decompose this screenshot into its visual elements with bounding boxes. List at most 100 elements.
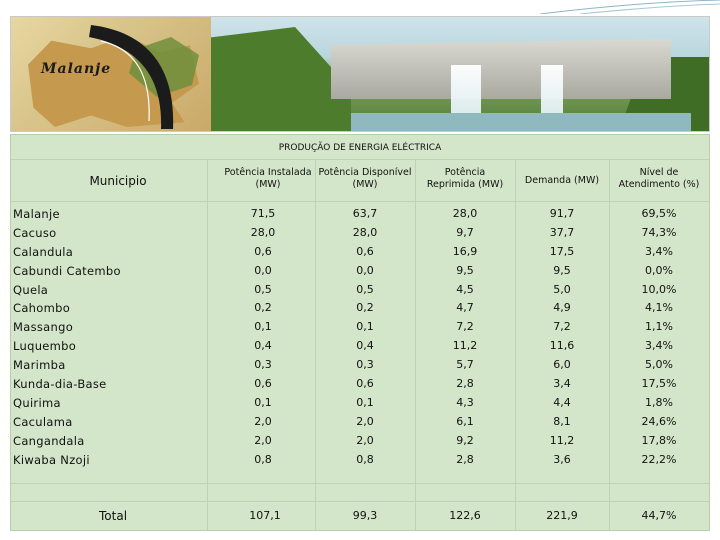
reprimida-cell: 6,1 xyxy=(456,414,474,428)
atendimento-cell: 1,1% xyxy=(645,320,673,334)
municipio-column: Malanje Cacuso Calandula Cabundi Catembo Que… xyxy=(13,205,203,469)
reprimida-cell: 2,8 xyxy=(456,452,474,466)
instalada-cell: 28,0 xyxy=(250,225,276,239)
instalada-cell: 0,4 xyxy=(254,339,272,353)
demanda-cell: 37,7 xyxy=(549,225,575,239)
municipio-cell: Calandula xyxy=(13,244,74,259)
reprimida-column: 28,0 9,7 16,9 9,5 4,5 4,7 7,2 11,2 5,7 2,8 4,3 6,1 9… xyxy=(415,205,515,469)
total-instalada: 107,1 xyxy=(249,509,281,522)
municipio-cell: Massango xyxy=(13,320,74,335)
instalada-cell: 2,0 xyxy=(254,433,272,447)
logo-text: Malanje xyxy=(41,61,112,77)
reprimida-cell: 9,2 xyxy=(456,433,474,447)
reprimida-cell: 9,5 xyxy=(456,263,474,277)
atendimento-cell: 24,6% xyxy=(641,414,677,428)
header-potencia-disponivel: Potência Disponível (MW) xyxy=(318,167,412,190)
antelope-horn-icon xyxy=(89,25,174,129)
atendimento-cell: 5,0% xyxy=(645,358,673,372)
demanda-cell: 3,6 xyxy=(553,452,571,466)
instalada-cell: 0,8 xyxy=(254,452,272,466)
demanda-cell: 3,4 xyxy=(553,377,571,391)
instalada-cell: 0,6 xyxy=(254,377,272,391)
demanda-column: 91,7 37,7 17,5 9,5 5,0 4,9 7,2 11,6 6,0 3,4 4,4 8,1… xyxy=(515,205,609,469)
disponivel-cell: 0,5 xyxy=(356,282,374,296)
disponivel-cell: 2,0 xyxy=(356,433,374,447)
disponivel-cell: 0,4 xyxy=(356,339,374,353)
municipio-cell: Luquembo xyxy=(13,339,77,354)
municipio-cell: Quirima xyxy=(13,395,61,410)
atendimento-cell: 10,0% xyxy=(641,282,677,296)
disponivel-cell: 28,0 xyxy=(352,225,378,239)
atendimento-cell: 69,5% xyxy=(641,207,677,220)
demanda-cell: 7,2 xyxy=(553,320,571,334)
reprimida-cell: 4,7 xyxy=(456,301,474,315)
municipio-cell: Caculama xyxy=(13,414,73,429)
demanda-cell: 91,7 xyxy=(549,207,575,220)
municipio-cell: Cahombo xyxy=(13,301,71,316)
disponivel-cell: 0,8 xyxy=(356,452,374,466)
atendimento-cell: 3,4% xyxy=(645,244,673,258)
municipio-cell: Malanje xyxy=(13,207,60,221)
total-disponivel: 99,3 xyxy=(352,509,378,522)
total-demanda: 221,9 xyxy=(546,509,578,522)
instalada-cell: 0,0 xyxy=(254,263,272,277)
demanda-cell: 11,6 xyxy=(549,339,575,353)
instalada-column: 71,5 28,0 0,6 0,0 0,5 0,2 0,1 0,4 0,3 0,6 0,1 2,0 2,… xyxy=(213,205,313,469)
atendimento-cell: 4,1% xyxy=(645,301,673,315)
atendimento-cell: 17,5% xyxy=(641,377,677,391)
atendimento-cell: 3,4% xyxy=(645,339,673,353)
municipio-cell: Cabundi Catembo xyxy=(13,263,121,278)
atendimento-cell: 74,3% xyxy=(641,225,677,239)
energy-table: PRODUÇÃO DE ENERGIA ELÉCTRICA Municipio … xyxy=(10,134,710,531)
reprimida-cell: 7,2 xyxy=(456,320,474,334)
disponivel-cell: 0,1 xyxy=(356,320,374,334)
reprimida-cell: 5,7 xyxy=(456,358,474,372)
instalada-cell: 0,1 xyxy=(254,320,272,334)
municipio-cell: Kunda-dia-Base xyxy=(13,377,107,392)
total-atendimento: 44,7% xyxy=(641,509,677,522)
municipio-cell: Quela xyxy=(13,282,49,297)
header-banner: Malanje xyxy=(10,16,710,132)
total-reprimida: 122,6 xyxy=(449,509,481,522)
total-label: Total xyxy=(99,509,128,523)
table-title: PRODUÇÃO DE ENERGIA ELÉCTRICA xyxy=(278,143,442,153)
instalada-cell: 0,2 xyxy=(254,301,272,315)
atendimento-column: 69,5% 74,3% 3,4% 0,0% 10,0% 4,1% 1,1% 3,4% 5,0% 1… xyxy=(609,205,709,469)
demanda-cell: 5,0 xyxy=(553,282,571,296)
atendimento-cell: 22,2% xyxy=(641,452,677,466)
disponivel-cell: 2,0 xyxy=(356,414,374,428)
demanda-cell: 9,5 xyxy=(553,263,571,277)
malanje-map-image: Malanje xyxy=(11,17,211,131)
demanda-cell: 8,1 xyxy=(553,414,571,428)
disponivel-cell: 0,3 xyxy=(356,358,374,372)
municipio-cell: Kiwaba Nzoji xyxy=(13,452,90,467)
header-potencia-instalada: Potência Instalada (MW) xyxy=(224,167,312,190)
reprimida-cell: 11,2 xyxy=(452,339,478,353)
atendimento-cell: 17,8% xyxy=(641,433,677,447)
reprimida-cell: 16,9 xyxy=(452,244,478,258)
instalada-cell: 0,1 xyxy=(254,395,272,409)
disponivel-cell: 0,0 xyxy=(356,263,374,277)
disponivel-column: 63,7 28,0 0,6 0,0 0,5 0,2 0,1 0,4 0,3 0,6 0,1 2,0 2,… xyxy=(315,205,415,469)
municipio-cell: Cacuso xyxy=(13,225,57,240)
demanda-cell: 11,2 xyxy=(549,433,575,447)
disponivel-cell: 0,6 xyxy=(356,244,374,258)
demanda-cell: 17,5 xyxy=(549,244,575,258)
disponivel-cell: 0,2 xyxy=(356,301,374,315)
decorative-lines xyxy=(539,0,720,14)
instalada-cell: 0,6 xyxy=(254,244,272,258)
dam-photo xyxy=(211,17,709,131)
instalada-cell: 0,5 xyxy=(254,282,272,296)
header-municipio: Municipio xyxy=(89,174,147,188)
reprimida-cell: 4,3 xyxy=(456,395,474,409)
header-potencia-reprimida: Potência Reprimida (MW) xyxy=(426,167,504,190)
atendimento-cell: 1,8% xyxy=(645,395,673,409)
reprimida-cell: 28,0 xyxy=(452,207,478,220)
municipio-cell: Marimba xyxy=(13,358,66,373)
reprimida-cell: 9,7 xyxy=(456,225,474,239)
demanda-cell: 4,9 xyxy=(553,301,571,315)
instalada-cell: 2,0 xyxy=(254,414,272,428)
header-nivel-atendimento: Nível de Atendimento (%) xyxy=(618,167,700,190)
demanda-cell: 4,4 xyxy=(553,395,571,409)
disponivel-cell: 63,7 xyxy=(352,207,378,220)
